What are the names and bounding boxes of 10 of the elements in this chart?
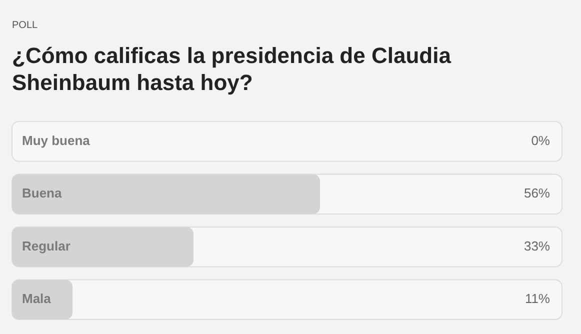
chart-subtitle: POLL [12,20,38,31]
data-label: 11% [524,291,550,306]
data-label: 0% [531,132,550,148]
y-tick-label: Mala [22,291,52,306]
y-tick-label: Buena [22,186,62,201]
y-tick-label: Regular [22,238,70,254]
data-label: 33% [524,238,550,254]
data-label: 56% [524,186,550,201]
chart-title: ¿Cómo calificas la presidencia de Claudia Sheinbaum hasta hoy? [12,42,452,96]
y-tick-label: Muy buena [22,132,91,148]
